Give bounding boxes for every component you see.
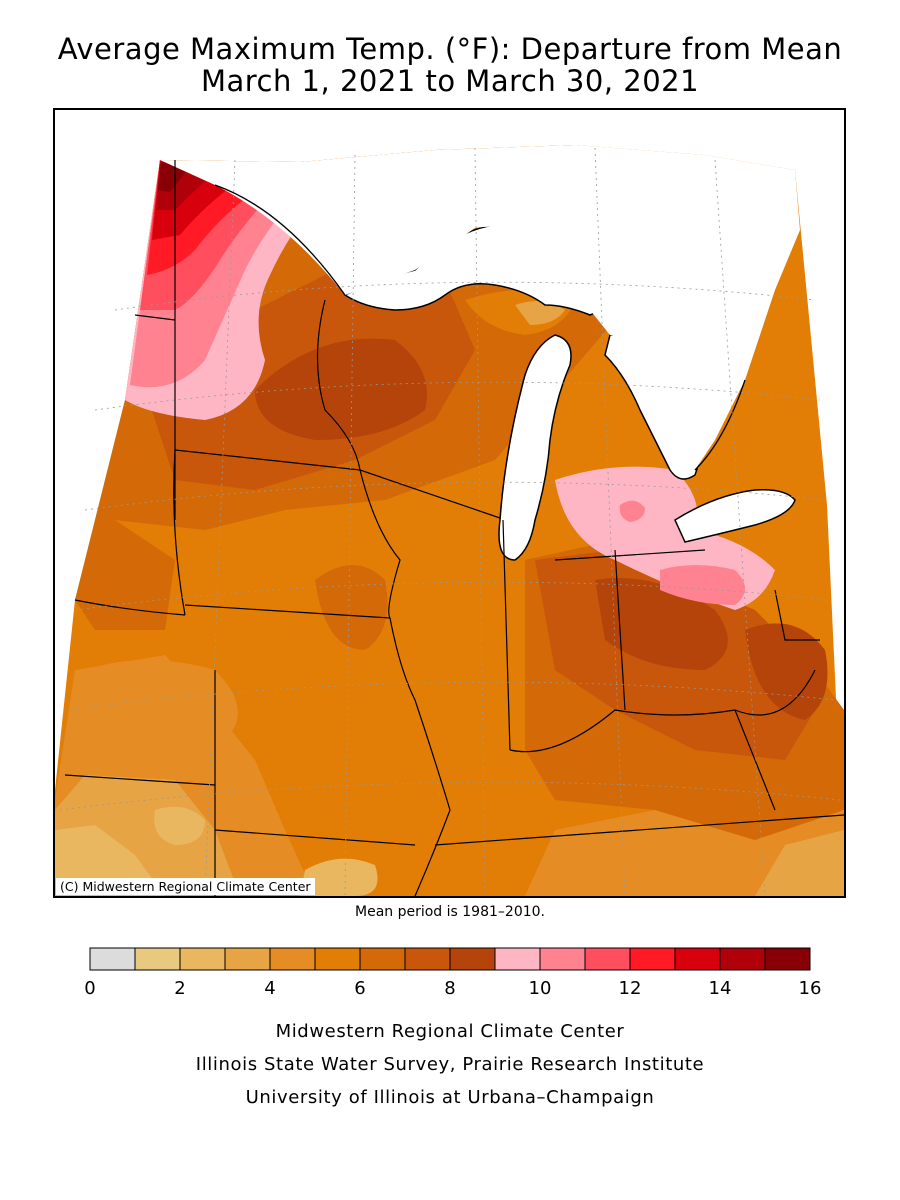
mo-ar-border <box>214 829 416 846</box>
nd-sd-border <box>134 314 176 321</box>
mississippi-river <box>359 469 451 896</box>
legend-tick-label: 4 <box>264 978 275 999</box>
ia-west-border <box>173 449 186 616</box>
mn-wi-border <box>316 299 361 471</box>
zone-6-7-west <box>75 520 175 630</box>
legend-tick-label: 12 <box>619 978 642 999</box>
lake-michigan <box>498 334 572 561</box>
map-title: Average Maximum Temp. (°F): Departure fr… <box>57 32 843 66</box>
legend-bin <box>134 947 181 971</box>
lake-erie <box>674 488 796 543</box>
legend-bin <box>314 947 361 971</box>
credit-uiuc: University of Illinois at Urbana–Champai… <box>245 1087 655 1108</box>
legend-bin <box>674 947 721 971</box>
legend-tick-label: 10 <box>529 978 552 999</box>
pa-border <box>774 589 820 641</box>
legend-bin <box>629 947 676 971</box>
zone-4-5-se <box>525 810 844 896</box>
mi-oh-border <box>554 549 706 561</box>
map-copyright: (C) Midwestern Regional Climate Center <box>56 878 315 895</box>
zone-5-6-up <box>515 301 565 325</box>
legend-bin <box>359 947 406 971</box>
legend-bin <box>539 947 586 971</box>
canada-land <box>160 145 800 470</box>
zone-8-9-north <box>255 338 427 440</box>
date-range: March 1, 2021 to March 30, 2021 <box>200 64 700 98</box>
legend-tick-label: 8 <box>444 978 455 999</box>
sd-ne-border <box>74 599 186 616</box>
legend-tick-label: 6 <box>354 978 365 999</box>
zone-4-5-west <box>85 660 238 744</box>
color-legend: 0 2 4 6 8 10 12 14 16 <box>84 947 821 999</box>
legend-bin <box>764 947 811 971</box>
legend-bin <box>719 947 766 971</box>
ky-north <box>509 709 736 753</box>
legend-bin <box>494 947 541 971</box>
departure-map <box>55 145 844 896</box>
legend-tick-label: 2 <box>174 978 185 999</box>
map-frame: (C) Midwestern Regional Climate Center <box>53 108 846 898</box>
zone-3-4-se <box>755 830 844 896</box>
zone-10-11-mi-spot <box>619 500 645 522</box>
legend-bin <box>449 947 496 971</box>
il-in-border <box>502 519 511 751</box>
legend-bin <box>404 947 451 971</box>
legend-bins <box>89 947 811 971</box>
zone-8-9-east <box>595 578 728 670</box>
ia-south-border <box>184 604 391 619</box>
mi-thumb-shore <box>694 379 746 471</box>
wi-il-border <box>359 469 501 519</box>
legend-bin <box>269 947 316 971</box>
mn-ia-border <box>174 449 361 471</box>
legend-tick-label: 0 <box>84 978 95 999</box>
state-boundaries <box>64 160 844 896</box>
in-oh-border <box>614 549 626 711</box>
zone-2-3-blob <box>154 806 205 845</box>
zone-8-9-ne <box>745 623 828 720</box>
ne-ks-border <box>64 774 216 786</box>
legend-tick-label: 14 <box>709 978 732 999</box>
ohio-river-wv <box>734 709 776 811</box>
credit-isws: Illinois State Water Survey, Prairie Res… <box>195 1054 705 1075</box>
zone-2-3-south <box>300 858 378 896</box>
zone-10-11-mi <box>660 565 745 605</box>
graticule <box>59 147 841 896</box>
legend-tick-label: 16 <box>799 978 822 999</box>
canada-shore <box>214 184 346 296</box>
mean-period-note: Mean period is 1981–2010. <box>355 904 545 920</box>
legend-bin <box>89 947 136 971</box>
legend-bin <box>179 947 226 971</box>
legend-ticks: 0 2 4 6 8 10 12 14 16 <box>84 978 821 999</box>
ky-tn-border <box>434 814 844 846</box>
legend-bin <box>224 947 271 971</box>
oh-wv-border <box>734 669 816 716</box>
legend-bin <box>584 947 631 971</box>
credit-mrcc: Midwestern Regional Climate Center <box>275 1021 625 1042</box>
